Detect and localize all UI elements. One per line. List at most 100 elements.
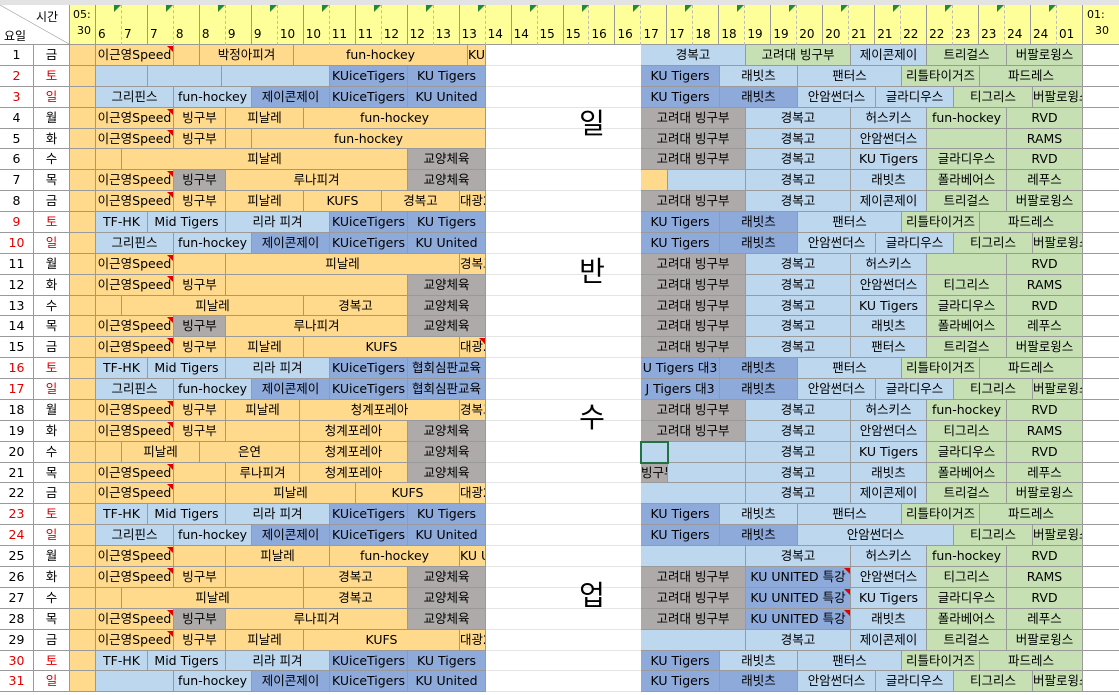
booking-cell-evening[interactable]: 래빗츠 bbox=[720, 525, 798, 547]
booking-cell-evening[interactable]: J Tigers 대3 bbox=[641, 379, 720, 400]
booking-cell-evening[interactable]: 리틀타이거즈 bbox=[902, 504, 980, 526]
booking-cell[interactable]: KU Tigers bbox=[408, 504, 486, 526]
booking-cell-evening[interactable]: 경복고 bbox=[746, 170, 851, 192]
booking-cell[interactable]: 경복고 bbox=[304, 295, 408, 317]
booking-cell-evening[interactable]: RVD bbox=[1007, 587, 1083, 609]
booking-cell[interactable]: KU United bbox=[408, 671, 486, 693]
booking-cell-evening[interactable]: KU Tigers bbox=[641, 671, 720, 693]
booking-cell-evening[interactable]: fun-hockey bbox=[927, 399, 1007, 421]
booking-cell[interactable]: KUiceTigers bbox=[330, 86, 408, 108]
booking-cell[interactable]: 그리핀스 bbox=[96, 232, 174, 254]
booking-cell-evening[interactable]: 경복고 bbox=[746, 295, 851, 317]
booking-cell[interactable]: KUFS bbox=[304, 191, 382, 213]
booking-cell[interactable]: Mid Tigers bbox=[148, 358, 226, 380]
booking-cell-evening[interactable]: RVD bbox=[1007, 399, 1083, 421]
booking-cell[interactable]: fun-hockey bbox=[304, 107, 486, 129]
booking-cell-evening[interactable] bbox=[668, 462, 746, 484]
booking-cell-evening[interactable]: 고려대 빙구부 bbox=[641, 274, 746, 296]
booking-cell[interactable]: 교양체육 bbox=[408, 567, 486, 588]
booking-cell-evening[interactable]: 경복고 bbox=[746, 483, 851, 505]
booking-cell[interactable] bbox=[226, 128, 252, 150]
booking-cell[interactable]: 경복고 bbox=[460, 399, 486, 421]
booking-cell[interactable]: 이근영Speed bbox=[96, 462, 174, 484]
booking-cell-evening[interactable]: 팬터스 bbox=[798, 504, 902, 526]
booking-cell[interactable]: 이근영Speed bbox=[96, 483, 174, 505]
booking-cell-evening[interactable] bbox=[641, 483, 746, 505]
booking-cell-evening[interactable]: 티그리스 bbox=[954, 525, 1033, 547]
booking-cell[interactable]: 루나피겨 bbox=[226, 608, 408, 630]
booking-cell-evening[interactable]: 리틀타이거즈 bbox=[902, 212, 980, 233]
booking-cell-evening[interactable]: 경복고 bbox=[746, 399, 851, 421]
booking-cell[interactable]: 빙구부 bbox=[174, 608, 226, 630]
booking-cell-evening[interactable]: 제이콘제이 bbox=[851, 483, 927, 505]
booking-cell-evening[interactable]: 글라디우스 bbox=[876, 379, 954, 400]
booking-cell-evening[interactable]: 허스키스 bbox=[851, 546, 927, 567]
booking-cell[interactable] bbox=[174, 483, 226, 505]
booking-cell[interactable]: 경복고 bbox=[382, 191, 460, 213]
booking-cell-evening[interactable]: 트리걸스 bbox=[927, 629, 1007, 651]
booking-cell[interactable]: KUiceTigers bbox=[330, 650, 408, 672]
booking-cell-evening[interactable]: 경복고 bbox=[746, 546, 851, 567]
booking-cell[interactable]: 피날레 bbox=[226, 546, 330, 567]
booking-cell-evening[interactable]: 버팔로윙스 bbox=[1033, 379, 1083, 400]
booking-cell-evening[interactable]: 파드레스 bbox=[980, 358, 1083, 380]
booking-cell[interactable]: KU UTD특강 bbox=[460, 546, 486, 567]
booking-cell[interactable]: 대광2 bbox=[460, 629, 486, 651]
booking-cell-evening[interactable]: 경복고 bbox=[746, 420, 851, 442]
booking-cell-evening[interactable]: KU Tigers bbox=[851, 295, 927, 317]
booking-cell-evening[interactable]: 파드레스 bbox=[980, 504, 1083, 526]
booking-cell-evening[interactable]: 래빗츠 bbox=[720, 65, 798, 87]
booking-cell[interactable]: fun-hockey bbox=[294, 45, 468, 66]
booking-cell[interactable]: 빙구부 bbox=[174, 107, 226, 129]
booking-cell[interactable]: 교양체육 bbox=[408, 587, 486, 609]
booking-cell-evening[interactable]: 트리걸스 bbox=[927, 337, 1007, 359]
booking-cell[interactable]: 은연 bbox=[200, 441, 300, 463]
booking-cell-evening[interactable]: 경복고 bbox=[746, 462, 851, 484]
booking-cell-evening[interactable]: 경복고 bbox=[746, 107, 851, 129]
booking-cell[interactable]: Mid Tigers bbox=[148, 212, 226, 233]
booking-cell[interactable]: 리라 피겨 bbox=[226, 504, 330, 526]
booking-cell-evening[interactable]: 래빗츠 bbox=[720, 86, 798, 108]
booking-cell[interactable]: KUFS bbox=[468, 45, 486, 66]
booking-cell[interactable] bbox=[96, 65, 148, 87]
booking-cell-evening[interactable]: 경복고 bbox=[746, 337, 851, 359]
booking-cell[interactable]: 이근영Speed bbox=[96, 45, 174, 66]
booking-cell-evening[interactable]: KU Tigers bbox=[641, 525, 720, 547]
booking-cell[interactable]: 리라 피겨 bbox=[226, 358, 330, 380]
booking-cell[interactable]: 이근영Speed bbox=[96, 170, 174, 192]
booking-cell[interactable]: 교양체육 bbox=[408, 608, 486, 630]
booking-cell[interactable]: 청계포레아 bbox=[300, 441, 408, 463]
booking-cell[interactable]: 빙구부 bbox=[174, 191, 226, 213]
booking-cell-evening[interactable]: 레푸스 bbox=[1007, 316, 1083, 338]
booking-cell-evening[interactable]: 고려대 빙구부 bbox=[746, 45, 851, 66]
booking-cell-evening[interactable]: 제이콘제이 bbox=[851, 191, 927, 213]
booking-cell[interactable]: 그리핀스 bbox=[96, 86, 174, 108]
booking-cell[interactable] bbox=[174, 546, 226, 567]
booking-cell-evening[interactable]: 티그리스 bbox=[954, 86, 1033, 108]
booking-cell[interactable]: 이근영Speed bbox=[96, 546, 174, 567]
booking-cell[interactable]: 빙구부 bbox=[174, 567, 226, 588]
booking-cell-evening[interactable] bbox=[927, 253, 1007, 275]
booking-cell[interactable] bbox=[96, 149, 122, 171]
booking-cell-evening[interactable]: RVD bbox=[1007, 546, 1083, 567]
booking-cell[interactable]: 대광2 bbox=[460, 483, 486, 505]
booking-cell-evening[interactable]: RVD bbox=[1007, 107, 1083, 129]
booking-cell[interactable]: 피날레 bbox=[226, 191, 304, 213]
booking-cell[interactable]: 제이콘제이 bbox=[252, 86, 330, 108]
booking-cell-evening[interactable]: 경복고 bbox=[746, 629, 851, 651]
booking-cell-evening[interactable]: 래빗츠 bbox=[720, 504, 798, 526]
booking-cell-evening[interactable]: 트리걸스 bbox=[927, 45, 1007, 66]
booking-cell[interactable]: fun-hockey bbox=[174, 232, 252, 254]
booking-cell[interactable]: 교양체육 bbox=[408, 149, 486, 171]
booking-cell[interactable]: TF-HK bbox=[96, 650, 148, 672]
booking-cell[interactable]: KUFS bbox=[304, 629, 460, 651]
booking-cell-evening[interactable]: 경복고 bbox=[746, 441, 851, 463]
booking-cell-evening[interactable]: KU Tigers bbox=[641, 212, 720, 233]
booking-cell-evening[interactable]: 래빗츠 bbox=[720, 671, 798, 693]
booking-cell-evening[interactable]: 버팔로윙스 bbox=[1033, 525, 1083, 547]
booking-cell[interactable]: fun-hockey bbox=[330, 546, 460, 567]
booking-cell-evening[interactable] bbox=[641, 546, 746, 567]
booking-cell[interactable]: 이근영Speed bbox=[96, 316, 174, 338]
booking-cell-evening[interactable]: 버팔로윙스 bbox=[1007, 337, 1083, 359]
booking-cell-evening[interactable]: 글라디우스 bbox=[876, 671, 954, 693]
